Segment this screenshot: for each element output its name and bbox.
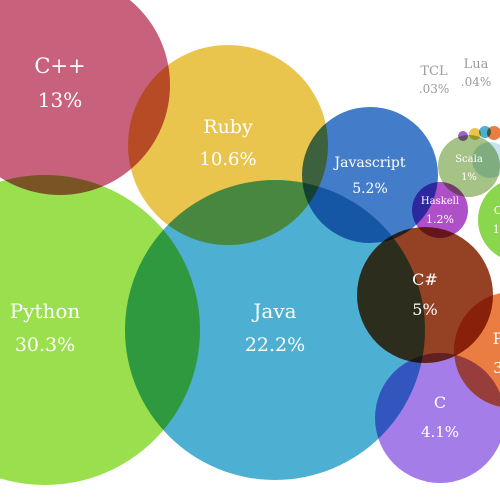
bubble-c	[0, 0, 170, 195]
label-c-value: 4.1%	[421, 423, 459, 441]
bubble-tcl	[458, 131, 468, 141]
label-haskell-name: Haskell	[421, 196, 459, 207]
label-scala-name: Scala	[455, 154, 483, 165]
bubble-scala	[438, 135, 500, 197]
label-orange-name: P	[493, 329, 500, 348]
label-c-name: C#	[412, 270, 438, 289]
label-c-name: C++	[34, 54, 85, 78]
bubble-javascript	[302, 107, 438, 243]
label-lua-name: Lua	[464, 57, 489, 72]
label-ruby-value: 10.6%	[199, 149, 256, 170]
label-green-name: C	[494, 204, 500, 217]
label-javascript-value: 5.2%	[352, 181, 388, 197]
label-javascript-name: Javascript	[333, 155, 406, 171]
label-tcl-value: .03%	[419, 82, 450, 96]
bubble-orange	[454, 293, 500, 407]
label-haskell-value: 1.2%	[426, 213, 454, 226]
label-tcl-name: TCL	[420, 64, 448, 79]
label-java-name: Java	[251, 299, 296, 323]
label-ruby-name: Ruby	[203, 116, 253, 138]
label-c-name: C	[434, 393, 446, 412]
bubbles-layer	[0, 0, 500, 485]
bubble-green	[478, 183, 500, 257]
label-scala-value: 1%	[461, 172, 477, 183]
label-green-value: 1.	[493, 223, 500, 236]
small-dot-1	[479, 126, 491, 138]
label-python-value: 30.3%	[15, 334, 75, 356]
bubble-java	[125, 180, 425, 480]
label-c-value: 13%	[38, 88, 82, 112]
label-lua-value: .04%	[461, 75, 492, 89]
label-c-value: 5%	[412, 300, 437, 319]
label-java-value: 22.2%	[245, 334, 305, 356]
label-orange-value: 3	[493, 359, 500, 377]
bubble-haskell	[412, 182, 468, 238]
labels-layer: Python 30.3% Java 22.2% C++ 13% Ruby 10.6% Javas…	[10, 54, 500, 441]
bubble-ruby	[128, 45, 328, 245]
label-python-name: Python	[10, 299, 81, 323]
bubble-lua	[469, 128, 481, 140]
